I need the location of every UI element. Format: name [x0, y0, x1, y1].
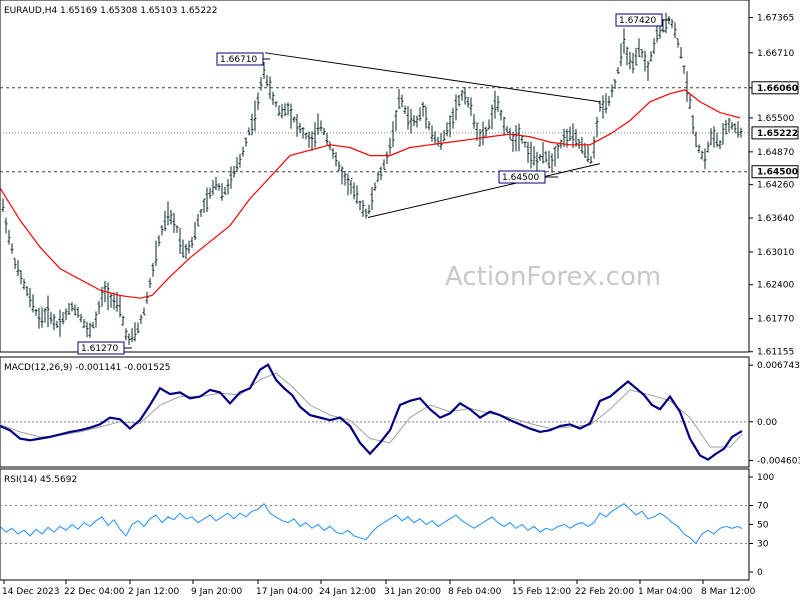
- price-callout-label: 1.67420: [619, 16, 656, 26]
- axis-layer: 1.67365 1.66710 1.66060 1.65500 1.64870 1.642…: [2, 14, 800, 597]
- x-tick-label: 22 Dec 04:00: [64, 587, 125, 597]
- macd-y-tick-label: -0.004603: [757, 457, 800, 467]
- price-level-box-label: 1.64500: [757, 168, 798, 178]
- x-tick-label: 17 Jan 04:00: [256, 587, 313, 597]
- rsi-header: RSI(14) 45.5692: [4, 475, 77, 485]
- price-y-tick-label: 1.64870: [757, 148, 794, 158]
- x-tick-label: 9 Jan 20:00: [191, 587, 243, 597]
- macd-panel: [0, 356, 750, 468]
- x-tick-label: 22 Feb 20:00: [575, 587, 634, 597]
- trendline: [367, 163, 601, 218]
- rsi-layer: [0, 502, 749, 545]
- moving-average-line: [0, 89, 741, 299]
- macd-signal-line: [0, 372, 743, 448]
- price-level-box: [751, 126, 799, 140]
- price-panel: [0, 0, 750, 353]
- price-callout-label: 1.66710: [220, 55, 257, 65]
- rsi-y-tick-label: 0: [757, 568, 763, 578]
- price-y-tick-label: 1.61770: [757, 315, 794, 325]
- price-level-box-label: 1.66060: [757, 84, 798, 94]
- price-y-tick-label: 1.64260: [757, 181, 794, 191]
- x-tick-label: 2 Jan 12:00: [128, 587, 180, 597]
- trendline: [264, 52, 601, 103]
- rsi-line: [0, 502, 743, 545]
- price-header: EURAUD,H4 1.65169 1.65308 1.65103 1.6522…: [4, 6, 218, 16]
- x-tick-label: 14 Dec 2023: [2, 587, 60, 597]
- macd-y-tick-label: 0.00: [757, 418, 777, 428]
- price-layer: 1.67420 1.66710 1.64500 1.61270: [0, 12, 749, 355]
- macd-y-tick-label: 0.006743: [757, 361, 800, 371]
- rsi-y-tick-label: 70: [757, 502, 769, 512]
- rsi-panel: [0, 468, 750, 581]
- x-tick-label: 15 Feb 12:00: [512, 587, 571, 597]
- price-level-box-label: 1.65222: [757, 129, 798, 139]
- price-callout-label: 1.64500: [502, 173, 539, 183]
- price-y-tick-label: 1.67365: [757, 14, 794, 24]
- macd-header: MACD(12,26,9) -0.001141 -0.001525: [4, 363, 170, 373]
- x-tick-label: 24 Jan 12:00: [319, 587, 376, 597]
- macd-layer: [0, 363, 749, 461]
- x-tick-label: 8 Feb 04:00: [448, 587, 502, 597]
- rsi-y-tick-label: 30: [757, 540, 769, 550]
- rsi-y-tick-label: 50: [757, 521, 769, 531]
- x-tick-label: 31 Jan 20:00: [384, 587, 441, 597]
- price-y-tick-label: 1.63010: [757, 248, 794, 258]
- price-level-box: [751, 81, 799, 95]
- price-callout-label: 1.61270: [81, 344, 118, 354]
- price-y-tick-label: 1.65500: [757, 114, 794, 124]
- price-y-tick-label: 1.62400: [757, 281, 794, 291]
- x-tick-label: 1 Mar 04:00: [638, 587, 693, 597]
- rsi-y-tick-label: 100: [757, 473, 774, 483]
- price-y-tick-label: 1.66710: [757, 49, 794, 59]
- price-y-tick-label: 1.63640: [757, 214, 794, 224]
- macd-line: [0, 363, 743, 461]
- price-level-box: [751, 165, 799, 179]
- x-tick-label: 8 Mar 12:00: [701, 587, 756, 597]
- watermark: ActionForex.com: [445, 262, 661, 292]
- price-y-tick-label: 1.61155: [757, 348, 794, 358]
